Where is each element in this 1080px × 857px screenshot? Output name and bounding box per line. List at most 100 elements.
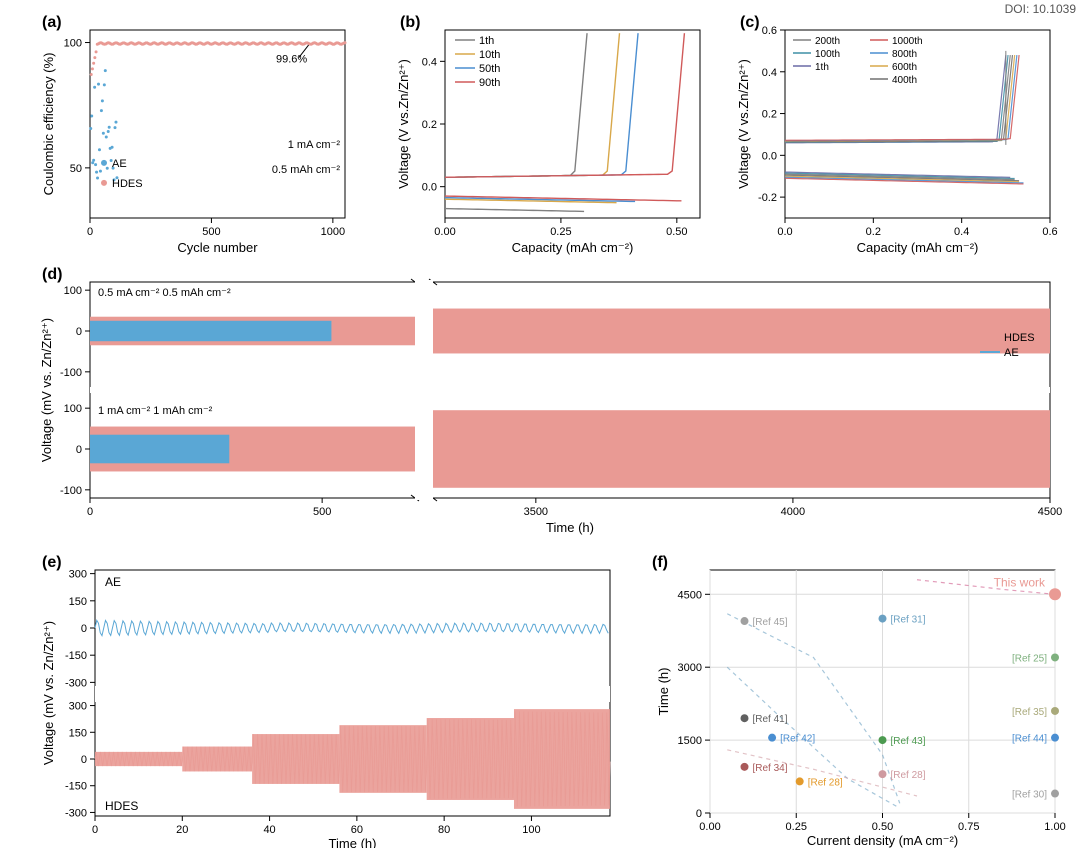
chart-f: 0.000.250.500.751.000150030004500Current…: [650, 558, 1070, 848]
svg-text:[Ref 28]: [Ref 28]: [891, 770, 926, 781]
svg-text:200th: 200th: [815, 36, 840, 47]
svg-text:Voltage (V vs.Zn/Zn²⁺): Voltage (V vs.Zn/Zn²⁺): [396, 59, 411, 189]
svg-text:[Ref 25]: [Ref 25]: [1012, 653, 1047, 664]
svg-text:1 mA cm⁻² 1 mAh cm⁻²: 1 mA cm⁻² 1 mAh cm⁻²: [98, 405, 213, 417]
svg-text:100: 100: [64, 285, 82, 297]
svg-text:4000: 4000: [781, 506, 805, 518]
svg-text:400th: 400th: [892, 75, 917, 86]
svg-text:0: 0: [87, 506, 93, 518]
svg-text:-100: -100: [60, 367, 82, 379]
svg-text:0: 0: [76, 326, 82, 338]
svg-text:0.2: 0.2: [762, 109, 777, 121]
svg-text:Time (h): Time (h): [656, 668, 671, 716]
svg-text:1th: 1th: [815, 62, 829, 73]
svg-text:AE: AE: [112, 158, 127, 170]
svg-text:500: 500: [202, 226, 220, 238]
svg-text:0.00: 0.00: [699, 821, 720, 833]
svg-text:[Ref 28]: [Ref 28]: [808, 777, 843, 788]
svg-text:100: 100: [64, 38, 82, 50]
svg-text:1 mA cm⁻²: 1 mA cm⁻²: [288, 139, 341, 151]
svg-text:AE: AE: [105, 575, 121, 589]
svg-text:4500: 4500: [678, 589, 702, 601]
svg-text:800th: 800th: [892, 49, 917, 60]
svg-text:80: 80: [438, 824, 450, 836]
doi-text: DOI: 10.1039: [1005, 2, 1076, 16]
chart-a: 0 500 1000 50 100 Cycle number Coulombic effic…: [35, 18, 355, 258]
chart-e: 0 20 40 60 80 100 -300 -150 0 150 300 -300 -150 0 150 3…: [35, 558, 625, 848]
svg-text:1500: 1500: [678, 735, 702, 747]
svg-text:0: 0: [76, 444, 82, 456]
svg-text:0.0: 0.0: [777, 226, 792, 238]
svg-text:0.5 mAh cm⁻²: 0.5 mAh cm⁻²: [272, 164, 340, 176]
svg-text:-300: -300: [65, 677, 87, 689]
svg-text:150: 150: [69, 596, 87, 608]
svg-text:Current density (mA cm⁻²): Current density (mA cm⁻²): [807, 833, 958, 848]
chart-c: 0.0 0.2 0.4 0.6 -0.2 0.0 0.2 0.4 0.6 Capacity (mA…: [730, 18, 1060, 258]
chart-b: 0.000.250.500.00.20.4Capacity (mAh cm⁻²)…: [390, 18, 710, 258]
svg-text:100th: 100th: [815, 49, 840, 60]
svg-text:[Ref 35]: [Ref 35]: [1012, 707, 1047, 718]
svg-text:100: 100: [64, 403, 82, 415]
svg-text:0.4: 0.4: [422, 56, 437, 68]
svg-text:0.2: 0.2: [866, 226, 881, 238]
svg-text:-150: -150: [65, 781, 87, 793]
svg-text:0.25: 0.25: [550, 226, 571, 238]
svg-text:0: 0: [81, 754, 87, 766]
svg-text:[Ref 43]: [Ref 43]: [891, 736, 926, 747]
svg-text:[Ref 45]: [Ref 45]: [753, 617, 788, 628]
svg-text:99.6%: 99.6%: [276, 54, 307, 66]
svg-text:0.50: 0.50: [666, 226, 687, 238]
svg-text:0: 0: [92, 824, 98, 836]
svg-text:1000: 1000: [321, 226, 345, 238]
svg-text:0: 0: [87, 226, 93, 238]
svg-text:50th: 50th: [479, 63, 500, 75]
svg-text:Cycle number: Cycle number: [177, 240, 258, 255]
svg-text:3000: 3000: [678, 662, 702, 674]
svg-text:Capacity (mAh cm⁻²): Capacity (mAh cm⁻²): [512, 240, 634, 255]
svg-text:[Ref 44]: [Ref 44]: [1012, 734, 1047, 745]
svg-text:Voltage (mV vs. Zn/Zn²⁺): Voltage (mV vs. Zn/Zn²⁺): [39, 318, 54, 462]
svg-text:90th: 90th: [479, 77, 500, 89]
chart-d: -1000100-10001000500350040004500Time (h)…: [35, 270, 1065, 545]
svg-text:-300: -300: [65, 807, 87, 819]
svg-text:10th: 10th: [479, 49, 500, 61]
svg-text:1000th: 1000th: [892, 36, 923, 47]
svg-text:[Ref 30]: [Ref 30]: [1012, 790, 1047, 801]
svg-text:100: 100: [522, 824, 540, 836]
svg-text:0.00: 0.00: [434, 226, 455, 238]
svg-text:3500: 3500: [524, 506, 548, 518]
svg-text:0: 0: [81, 623, 87, 635]
svg-text:4500: 4500: [1038, 506, 1062, 518]
svg-text:300: 300: [69, 569, 87, 581]
svg-text:0.75: 0.75: [958, 821, 979, 833]
svg-text:Capacity (mAh cm⁻²): Capacity (mAh cm⁻²): [857, 240, 979, 255]
svg-text:Voltage (V vs.Zn/Zn²⁺): Voltage (V vs.Zn/Zn²⁺): [736, 59, 751, 189]
svg-text:0.0: 0.0: [422, 182, 437, 194]
svg-text:60: 60: [351, 824, 363, 836]
svg-text:HDES: HDES: [105, 799, 138, 813]
svg-text:150: 150: [69, 727, 87, 739]
svg-text:0.4: 0.4: [954, 226, 969, 238]
svg-text:50: 50: [70, 163, 82, 175]
svg-text:0.6: 0.6: [1042, 226, 1057, 238]
svg-text:300: 300: [69, 701, 87, 713]
svg-text:-0.2: -0.2: [758, 192, 777, 204]
svg-text:Voltage (mV vs. Zn/Zn²⁺): Voltage (mV vs. Zn/Zn²⁺): [41, 621, 56, 765]
svg-text:0.0: 0.0: [762, 150, 777, 162]
svg-text:20: 20: [176, 824, 188, 836]
svg-text:This work: This work: [994, 575, 1046, 589]
svg-text:0.25: 0.25: [786, 821, 807, 833]
svg-text:AE: AE: [1004, 347, 1019, 359]
svg-text:[Ref 34]: [Ref 34]: [753, 763, 788, 774]
svg-text:600th: 600th: [892, 62, 917, 73]
svg-text:0.4: 0.4: [762, 67, 777, 79]
svg-text:500: 500: [313, 506, 331, 518]
svg-text:0.6: 0.6: [762, 25, 777, 37]
svg-text:0.50: 0.50: [872, 821, 893, 833]
svg-text:HDES: HDES: [112, 178, 143, 190]
svg-text:Coulombic efficiency (%): Coulombic efficiency (%): [41, 53, 56, 196]
svg-text:0.5 mA cm⁻² 0.5 mAh cm⁻²: 0.5 mA cm⁻² 0.5 mAh cm⁻²: [98, 287, 231, 299]
svg-text:-150: -150: [65, 650, 87, 662]
svg-text:40: 40: [263, 824, 275, 836]
svg-text:[Ref 31]: [Ref 31]: [891, 615, 926, 626]
